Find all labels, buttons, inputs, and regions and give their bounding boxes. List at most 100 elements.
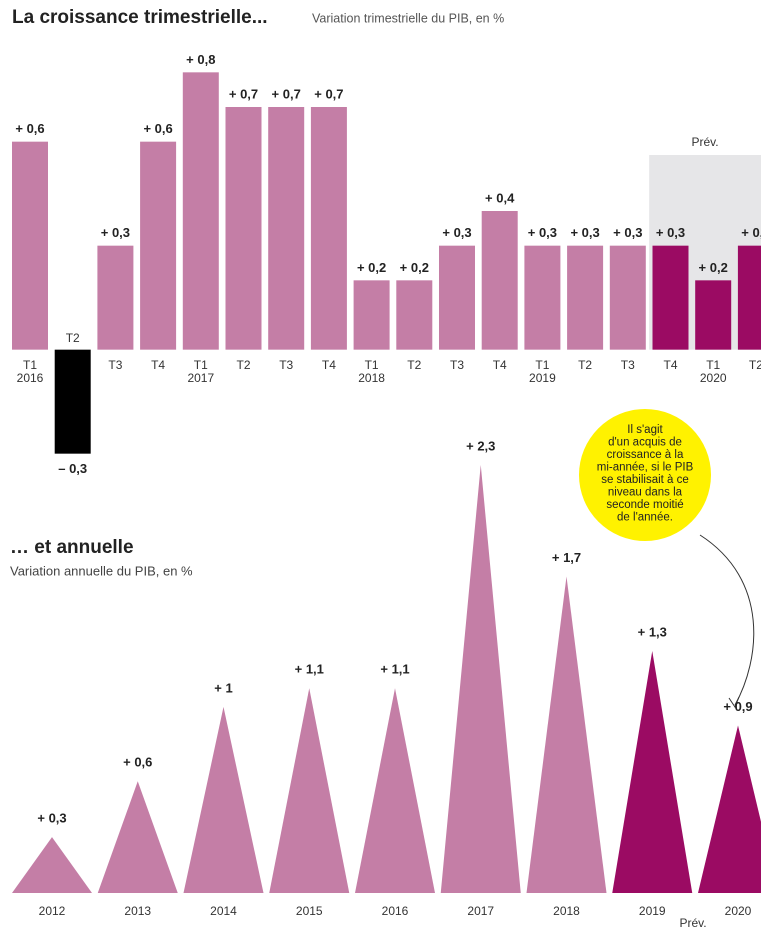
x-tick-label: 2018 [553,904,580,918]
x-tick-label: 2012 [39,904,66,918]
value-label: + 0,6 [15,121,44,136]
triangle [698,725,761,893]
triangle [97,781,178,893]
value-label: + 0,3 [741,225,761,240]
x-tick-label: 2018 [358,371,385,385]
value-label: + 0,3 [570,225,599,240]
x-tick-label: 2020 [725,904,752,918]
x-tick-label: 2017 [467,904,494,918]
x-tick-label: T1 [706,358,720,372]
annotation: Il s'agit [627,424,663,436]
value-label: – 0,3 [58,461,87,476]
triangle [12,837,92,893]
bar [481,211,518,350]
value-label: + 0,3 [528,225,557,240]
annotation: croissance à la [607,449,684,461]
x-tick-label: T3 [621,358,635,372]
value-label: + 0,2 [699,260,728,275]
x-tick-label: 2014 [210,904,237,918]
value-label: + 0,3 [613,225,642,240]
bar [268,107,305,350]
value-label: + 1,3 [638,624,667,639]
chart-subtitle: Variation trimestrielle du PIB, en % [312,11,504,25]
x-tick-label: 2017 [187,371,214,385]
triangle [269,688,350,893]
bar [652,245,689,350]
value-label: + 2,3 [466,438,495,453]
annotation: d'un acquis de [608,437,682,449]
value-label: + 0,6 [143,121,172,136]
bar [524,245,561,350]
forecast-label: Prév. [679,916,706,930]
x-tick-label: T4 [151,358,165,372]
x-tick-label: 2016 [382,904,409,918]
x-tick-label: T1 [23,358,37,372]
bar [695,280,732,350]
bar [353,280,390,350]
bar [310,107,347,350]
value-label: + 0,8 [186,52,215,67]
x-tick-label: 2016 [17,371,44,385]
triangle [183,706,264,893]
value-label: + 1,7 [552,550,581,565]
x-tick-label: 2015 [296,904,323,918]
triangle [526,576,607,893]
x-tick-label: T4 [322,358,336,372]
chart-subtitle: Variation annuelle du PIB, en % [10,563,193,578]
value-label: + 0,2 [357,260,386,275]
triangle [612,651,693,893]
annotation-bubble [579,409,711,541]
bar [439,245,475,350]
bar [54,349,91,454]
value-label: + 0,7 [314,86,343,101]
x-tick-label: T3 [108,358,122,372]
value-label: + 0,7 [229,86,258,101]
value-label: + 0,3 [442,225,471,240]
x-tick-label: 2020 [700,371,727,385]
value-label: + 0,7 [272,86,301,101]
value-label: + 0,6 [123,755,152,770]
annotation: se stabilisait à ce [601,474,689,486]
x-tick-label: T3 [450,358,464,372]
forecast-label: Prév. [692,135,719,149]
x-tick-label: T1 [194,358,208,372]
chart-title: … et annuelle [10,537,134,558]
value-label: + 0,2 [400,260,429,275]
x-tick-label: 2019 [529,371,556,385]
x-tick-label: T2 [749,358,761,372]
x-tick-label: T1 [365,358,379,372]
bar [97,245,134,350]
bar [140,141,177,350]
value-label: + 1 [214,680,232,695]
x-tick-label: T2 [407,358,421,372]
x-tick-label: T1 [535,358,549,372]
annotation: de l'année. [617,512,673,524]
value-label: + 0,3 [101,225,130,240]
triangle [440,464,521,893]
value-label: + 0,3 [37,811,66,826]
bar [225,107,262,350]
value-label: + 1,1 [380,662,409,677]
bar [182,72,219,350]
value-label: + 0,3 [656,225,685,240]
triangle [355,688,435,893]
value-label: + 0,4 [485,190,515,205]
annotation: seconde moitié [606,499,683,511]
x-tick-label: T2 [578,358,592,372]
x-tick-label: 2013 [124,904,151,918]
x-tick-label: T3 [279,358,293,372]
annotation: mi-année, si le PIB [597,462,694,474]
x-tick-label: T4 [663,358,677,372]
x-tick-label: T4 [493,358,507,372]
annotation-arrow [699,534,755,706]
value-label: + 0,9 [723,699,752,714]
bar [737,245,761,350]
bar [567,245,604,350]
x-tick-label: T2 [66,331,80,345]
bar [609,245,646,350]
bar [396,280,433,350]
chart-title: La croissance trimestrielle... [12,7,268,28]
x-tick-label: T2 [236,358,250,372]
value-label: + 1,1 [295,662,324,677]
